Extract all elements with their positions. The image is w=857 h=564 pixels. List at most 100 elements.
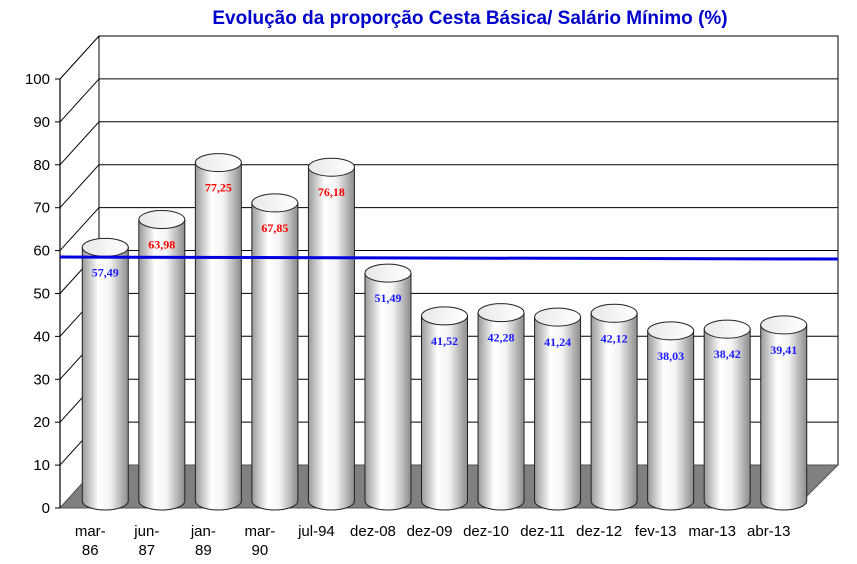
x-tick-label: fev-13 — [635, 523, 677, 540]
bar — [364, 263, 412, 511]
y-tick-label: 40 — [33, 328, 50, 345]
y-tick-label: 10 — [33, 457, 50, 474]
bar-body — [251, 202, 299, 511]
x-tick-label-line: abr-13 — [747, 523, 790, 540]
bar-body — [590, 312, 638, 511]
bar — [647, 321, 695, 511]
data-label: 51,49 — [374, 291, 401, 305]
data-labels: 57,49 63,98 77,25 67,85 76,18 51,49 41,52 42,28… — [92, 181, 797, 363]
gridline-side — [59, 78, 100, 123]
gridline-side — [59, 121, 100, 166]
bar-top — [421, 306, 468, 326]
x-tick-label-line: dez-09 — [407, 523, 453, 540]
y-axis: 0 10 20 30 40 50 60 70 80 90 100 — [25, 71, 61, 517]
data-label: 76,18 — [318, 185, 345, 199]
x-tick-label-line: mar-13 — [688, 523, 736, 540]
y-tick-label: 100 — [25, 71, 50, 88]
x-tick-label-line: jan- — [190, 523, 216, 540]
bar — [590, 303, 638, 511]
bar-top — [194, 153, 242, 173]
x-tick-label-line: mar- — [75, 523, 106, 540]
x-tick-label: jun- 87 — [133, 523, 159, 559]
bar-body — [477, 312, 525, 511]
bar-body — [760, 324, 808, 511]
bar — [477, 303, 525, 511]
bar-top — [251, 193, 299, 213]
bar-body — [138, 219, 186, 511]
bar-body — [364, 272, 412, 511]
y-tick-label: 90 — [33, 114, 50, 131]
gridline-side — [59, 164, 100, 209]
bar-body — [703, 328, 751, 511]
bar-top — [647, 321, 695, 341]
y-tick-label: 0 — [42, 500, 50, 517]
bar — [703, 319, 751, 511]
x-tick-label-line: dez-11 — [520, 523, 565, 540]
x-axis: mar- 86 jun- 87 jan- 89 mar- 90 jul-94 dez-08 dez-… — [75, 523, 791, 559]
bar-top — [534, 307, 582, 327]
bar-top — [703, 319, 751, 339]
bar-top — [760, 315, 808, 335]
y-tick-label: 30 — [33, 371, 50, 388]
bar — [421, 306, 468, 511]
data-label: 42,12 — [601, 331, 628, 345]
data-label: 63,98 — [148, 238, 175, 252]
x-tick-label-line: jun- — [133, 523, 159, 540]
bar-body — [534, 316, 582, 511]
bar-top — [590, 303, 638, 323]
reference-line-group — [59, 255, 839, 261]
x-tick-label-line: 87 — [138, 542, 155, 559]
x-tick-label: mar- 90 — [244, 523, 275, 559]
x-tick-label-line: dez-10 — [463, 523, 509, 540]
bar — [81, 237, 129, 511]
x-tick-label: jul-94 — [297, 523, 335, 540]
data-label: 67,85 — [261, 221, 288, 235]
y-tick-label: 20 — [33, 414, 50, 431]
data-label: 41,52 — [431, 334, 458, 348]
bar-body — [647, 330, 695, 511]
x-tick-label: dez-10 — [463, 523, 509, 540]
x-tick-label: jan- 89 — [190, 523, 216, 559]
data-label: 42,28 — [488, 331, 515, 345]
x-tick-label-line: dez-08 — [350, 523, 396, 540]
bars — [81, 153, 808, 511]
bar-top — [477, 303, 525, 323]
bar-body — [194, 162, 242, 511]
data-label: 77,25 — [205, 181, 232, 195]
bar-top — [138, 210, 186, 230]
data-label: 41,24 — [544, 335, 571, 349]
x-tick-label-line: jul-94 — [297, 523, 335, 540]
x-tick-label-line: dez-12 — [576, 523, 622, 540]
y-tick-label: 70 — [33, 200, 50, 217]
bar-top — [307, 157, 355, 177]
bar-body — [421, 315, 468, 511]
x-tick-label-line: 89 — [195, 542, 212, 559]
y-tick-label: 60 — [33, 243, 50, 260]
x-tick-label-line: mar- — [244, 523, 275, 540]
x-tick-label: dez-09 — [407, 523, 453, 540]
x-tick-label: dez-12 — [576, 523, 622, 540]
bar — [534, 307, 582, 511]
bar-top — [81, 237, 129, 257]
x-tick-label: mar-13 — [688, 523, 736, 540]
data-label: 38,42 — [714, 347, 741, 361]
y-tick-label: 50 — [33, 286, 50, 303]
data-label: 39,41 — [770, 343, 797, 357]
bar — [307, 157, 355, 511]
reference-line — [59, 255, 839, 261]
bar — [760, 315, 808, 511]
x-tick-label: mar- 86 — [75, 523, 106, 559]
data-label: 57,49 — [92, 265, 119, 279]
gridline-side — [59, 207, 100, 251]
bar-body — [81, 246, 129, 511]
x-tick-label: dez-08 — [350, 523, 396, 540]
x-tick-label: abr-13 — [747, 523, 790, 540]
x-tick-label-line: 90 — [252, 542, 269, 559]
bar — [251, 193, 299, 511]
y-tick-label: 80 — [33, 157, 50, 174]
chart-title: Evolução da proporção Cesta Básica/ Salá… — [212, 8, 728, 29]
gridline-side — [59, 35, 100, 80]
data-label: 38,03 — [657, 349, 684, 363]
bar-body — [307, 166, 355, 511]
